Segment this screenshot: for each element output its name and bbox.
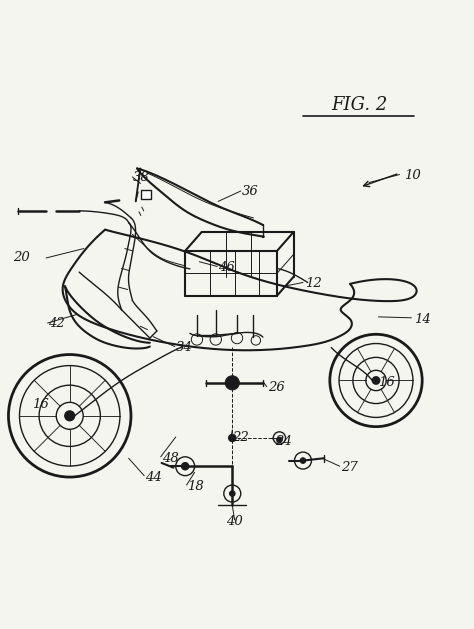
Text: 44: 44 (145, 470, 162, 484)
Text: FIG. 2: FIG. 2 (331, 96, 388, 114)
Text: 24: 24 (275, 435, 292, 448)
Circle shape (182, 462, 189, 470)
Text: 27: 27 (341, 461, 357, 474)
Text: 16: 16 (32, 398, 49, 411)
Text: 12: 12 (305, 277, 322, 291)
Circle shape (228, 434, 236, 442)
Circle shape (230, 381, 235, 385)
Text: 22: 22 (232, 430, 249, 443)
Text: 42: 42 (48, 318, 65, 330)
Text: 36: 36 (242, 186, 258, 199)
Text: 46: 46 (218, 261, 235, 274)
Circle shape (229, 491, 235, 496)
Text: 48: 48 (162, 452, 178, 465)
Circle shape (372, 377, 380, 384)
FancyBboxPatch shape (141, 189, 151, 199)
Text: 16: 16 (378, 376, 395, 389)
Text: 14: 14 (414, 313, 430, 326)
Text: 10: 10 (404, 169, 421, 182)
Text: 20: 20 (13, 252, 30, 264)
Circle shape (65, 411, 74, 421)
Text: 40: 40 (226, 515, 243, 528)
Circle shape (277, 437, 282, 443)
Text: 34: 34 (176, 341, 192, 354)
Text: 38: 38 (133, 171, 150, 184)
Text: 26: 26 (268, 381, 284, 394)
Circle shape (300, 458, 306, 464)
Circle shape (225, 376, 239, 390)
Text: 18: 18 (188, 480, 204, 493)
